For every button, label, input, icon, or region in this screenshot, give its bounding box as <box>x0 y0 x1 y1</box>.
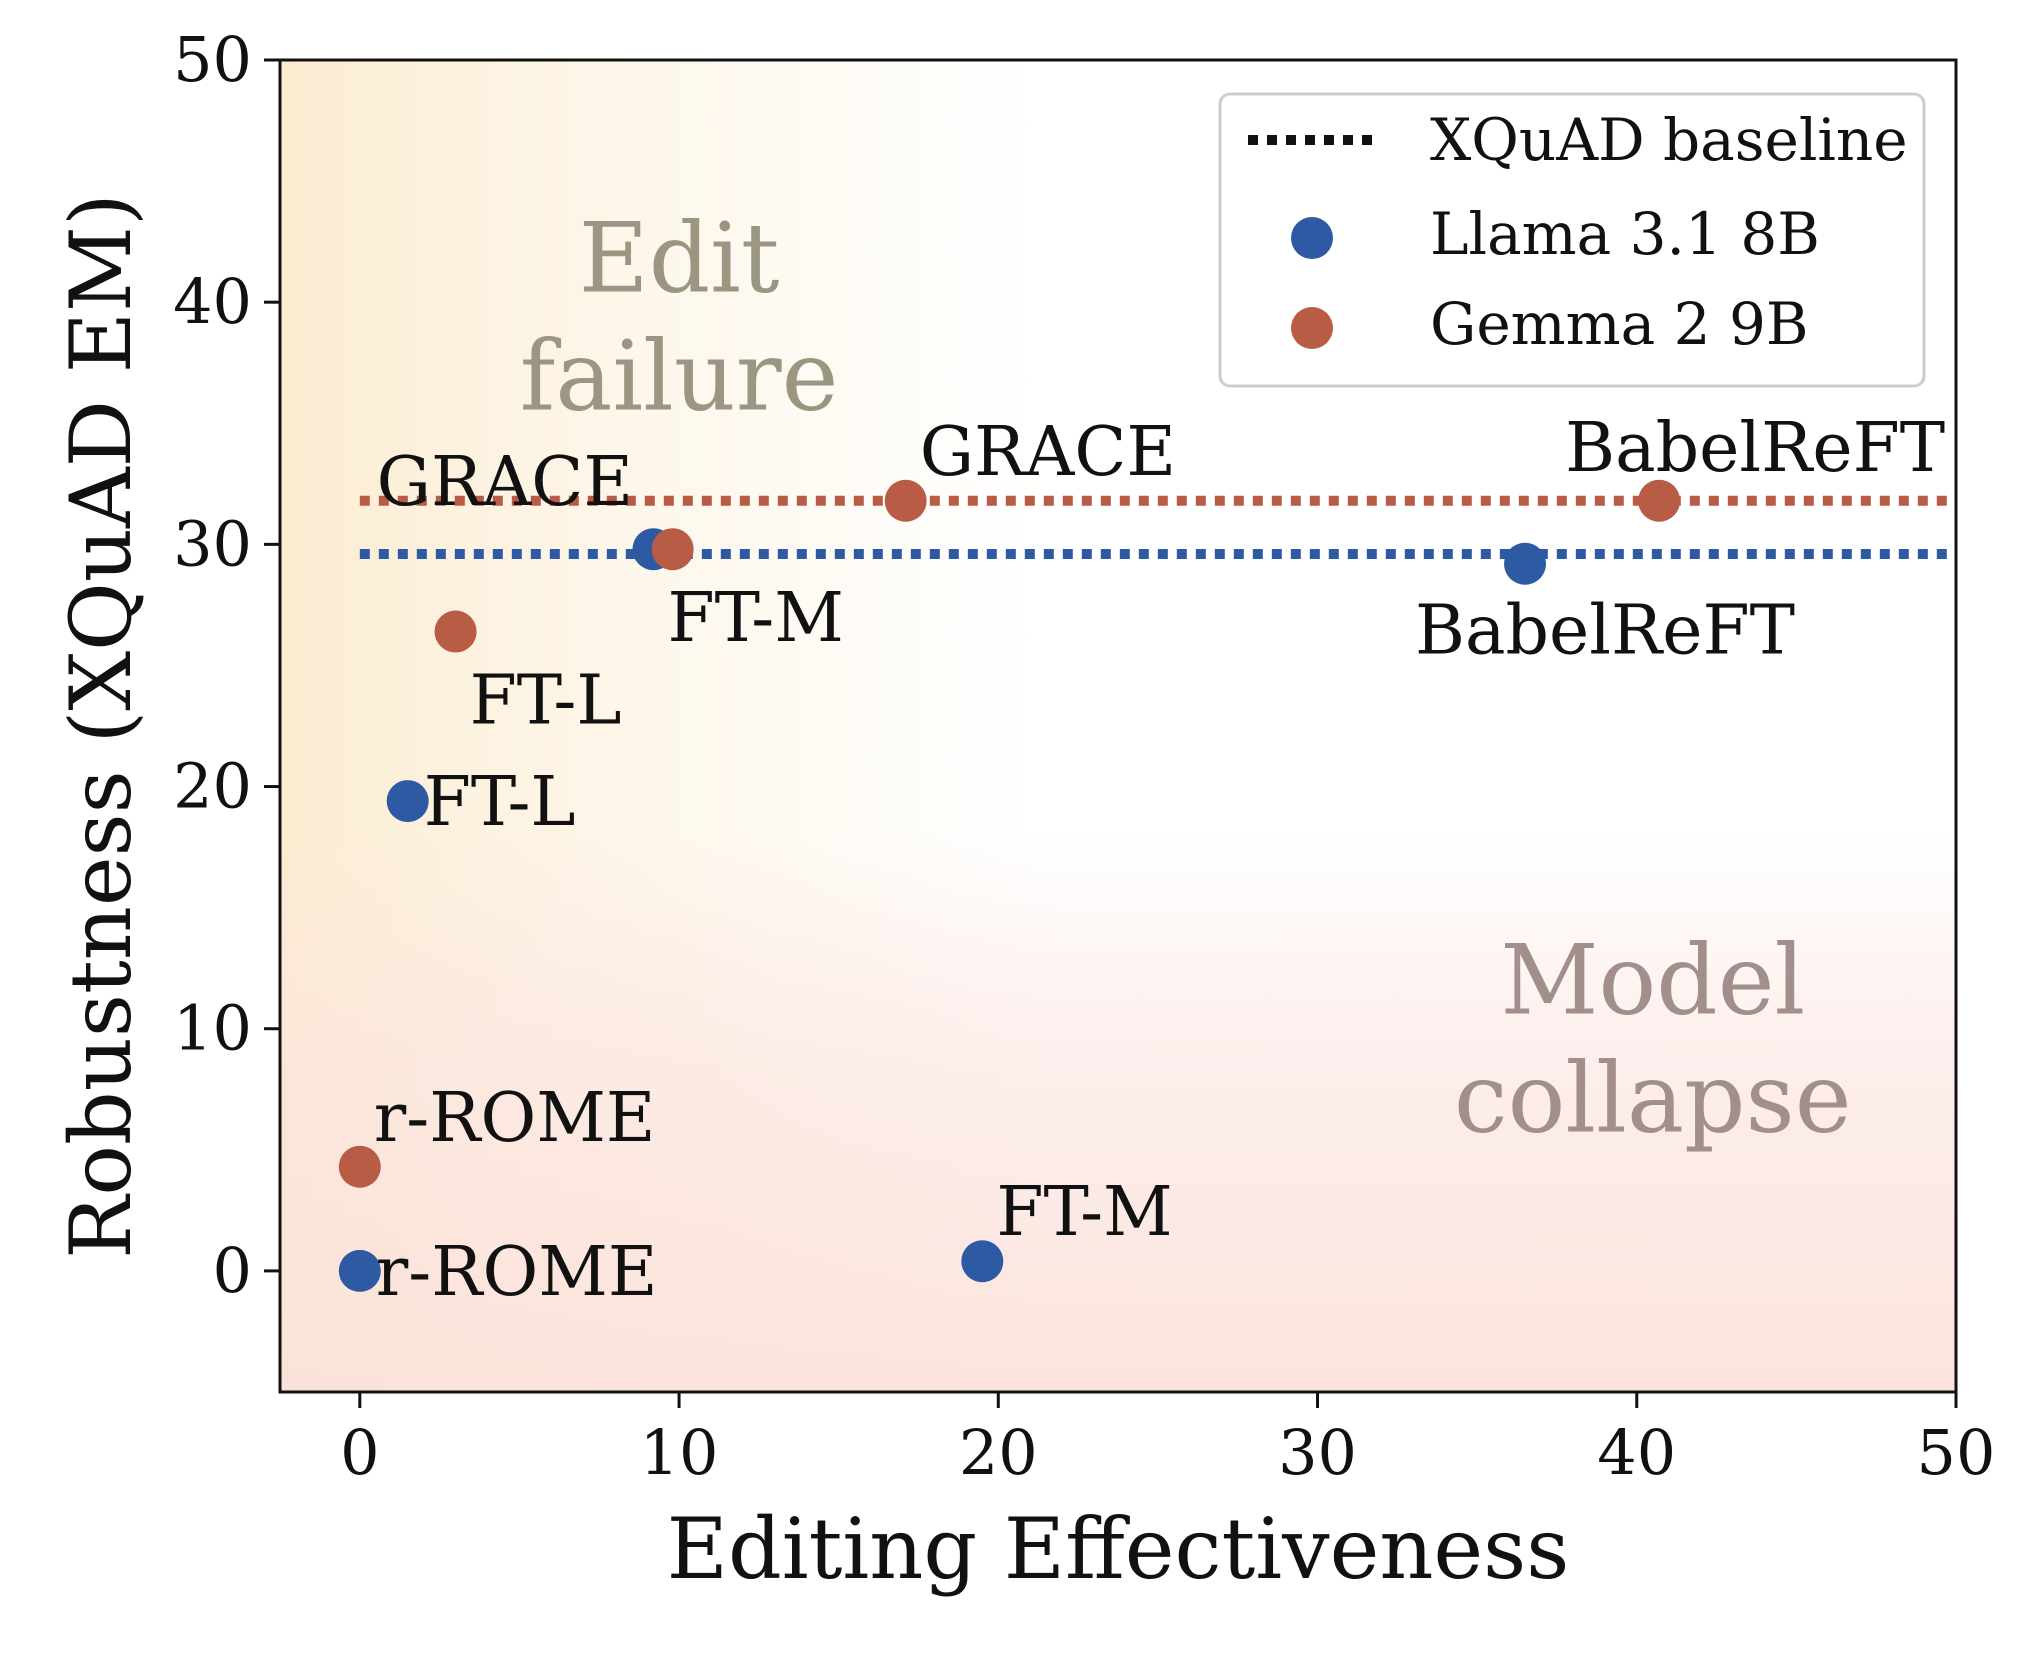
plot-frame <box>278 58 1958 1394</box>
legend-frame <box>1218 92 1926 388</box>
point-label: FT-M <box>668 579 844 658</box>
data-point <box>434 610 477 653</box>
point-label: BabelReFT <box>1415 592 1795 671</box>
x-tick-label: 0 <box>340 1416 379 1489</box>
x-tick-label: 20 <box>959 1416 1038 1489</box>
legend-gemma-label: Gemma 2 9B <box>1430 290 1809 358</box>
legend-llama-label: Llama 3.1 8B <box>1430 200 1820 268</box>
x-tick-label: 40 <box>1597 1416 1676 1489</box>
point-label: FT-L <box>470 662 622 741</box>
region-label: Edit <box>579 203 780 315</box>
region-label: collapse <box>1454 1042 1852 1154</box>
region-label: Model <box>1500 924 1805 1036</box>
legend-baseline-label: XQuAD baseline <box>1430 106 1908 174</box>
data-point <box>651 528 694 571</box>
x-tick-label: 50 <box>1917 1416 1996 1489</box>
data-point <box>386 780 429 823</box>
point-label: r-ROME <box>376 1233 658 1312</box>
data-point <box>961 1240 1004 1283</box>
data-point <box>1504 542 1547 585</box>
point-label: FT-L <box>424 763 576 842</box>
legend: XQuAD baseline Llama 3.1 8B Gemma 2 9B <box>1218 92 1926 388</box>
y-tick-label: 40 <box>173 265 252 338</box>
y-tick-label: 10 <box>173 992 252 1065</box>
y-tick-label: 50 <box>173 23 252 96</box>
y-tick-label: 20 <box>173 750 252 823</box>
data-point <box>338 1145 381 1188</box>
legend-llama-marker <box>1291 217 1333 259</box>
point-label: r-ROME <box>374 1079 656 1158</box>
data-point <box>884 479 927 522</box>
y-tick-label: 0 <box>213 1234 252 1307</box>
y-tick-label: 30 <box>173 507 252 580</box>
point-label: BabelReFT <box>1565 409 1945 488</box>
y-axis-title: Robustness (XQuAD EM) <box>52 193 150 1259</box>
data-point <box>1638 479 1681 522</box>
point-label: GRACE <box>377 443 633 522</box>
x-axis-title: Editing Effectiveness <box>667 1500 1570 1598</box>
point-label: FT-M <box>996 1173 1172 1252</box>
legend-gemma-marker <box>1291 307 1333 349</box>
point-label: GRACE <box>920 413 1176 492</box>
region-label: failure <box>520 321 839 433</box>
x-tick-label: 30 <box>1278 1416 1357 1489</box>
data-point <box>338 1249 381 1292</box>
x-tick-label: 10 <box>640 1416 719 1489</box>
